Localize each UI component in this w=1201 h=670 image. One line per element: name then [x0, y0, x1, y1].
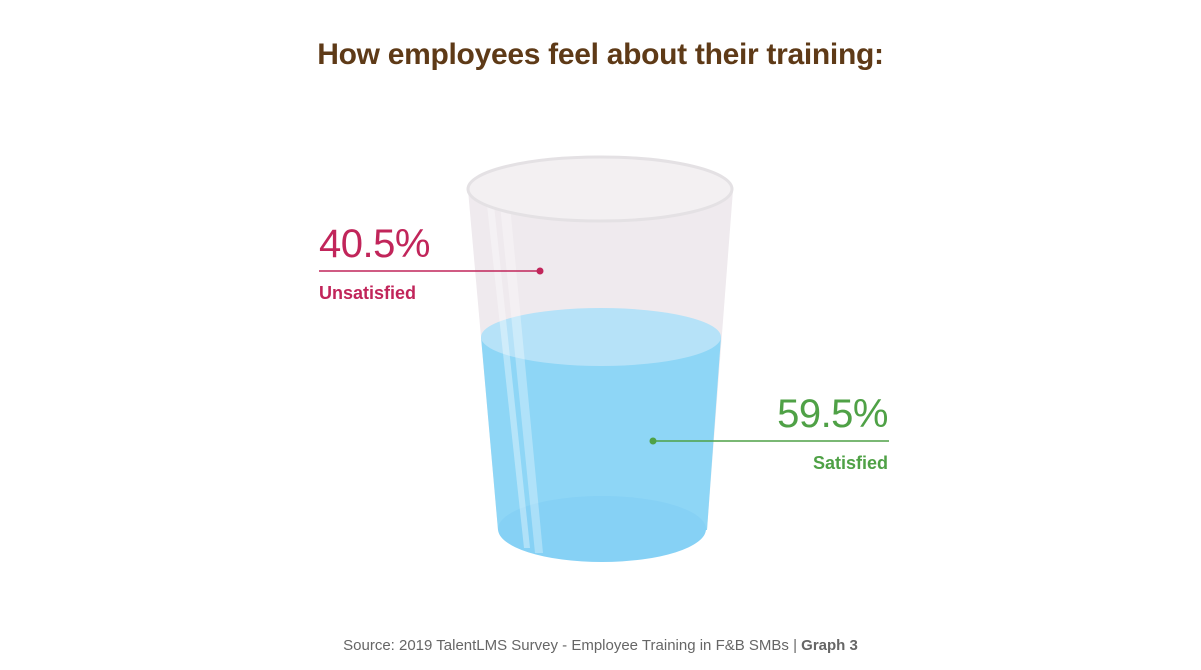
source-separator: |	[788, 637, 802, 654]
satisfied-marker	[649, 437, 657, 445]
glass-highlight	[487, 205, 530, 548]
satisfied-label: Satisfied	[812, 453, 888, 473]
chart-title: How employees feel about their training:	[317, 38, 884, 71]
glass-rim	[466, 155, 734, 223]
source-footer: Source: 2019 TalentLMS Survey - Employee…	[0, 637, 1201, 654]
unsatisfied-value: 40.5%	[319, 222, 430, 266]
glass-highlight	[500, 205, 543, 553]
water-body	[481, 337, 721, 530]
source-text: Source: 2019 TalentLMS Survey - Employee…	[343, 637, 789, 654]
glass-bottom	[498, 496, 706, 562]
water-surface	[481, 308, 721, 366]
satisfied-value: 59.5%	[777, 392, 888, 436]
graph-number: Graph 3	[801, 637, 858, 654]
unsatisfied-marker	[536, 267, 544, 275]
unsatisfied-label: Unsatisfied	[319, 283, 417, 303]
